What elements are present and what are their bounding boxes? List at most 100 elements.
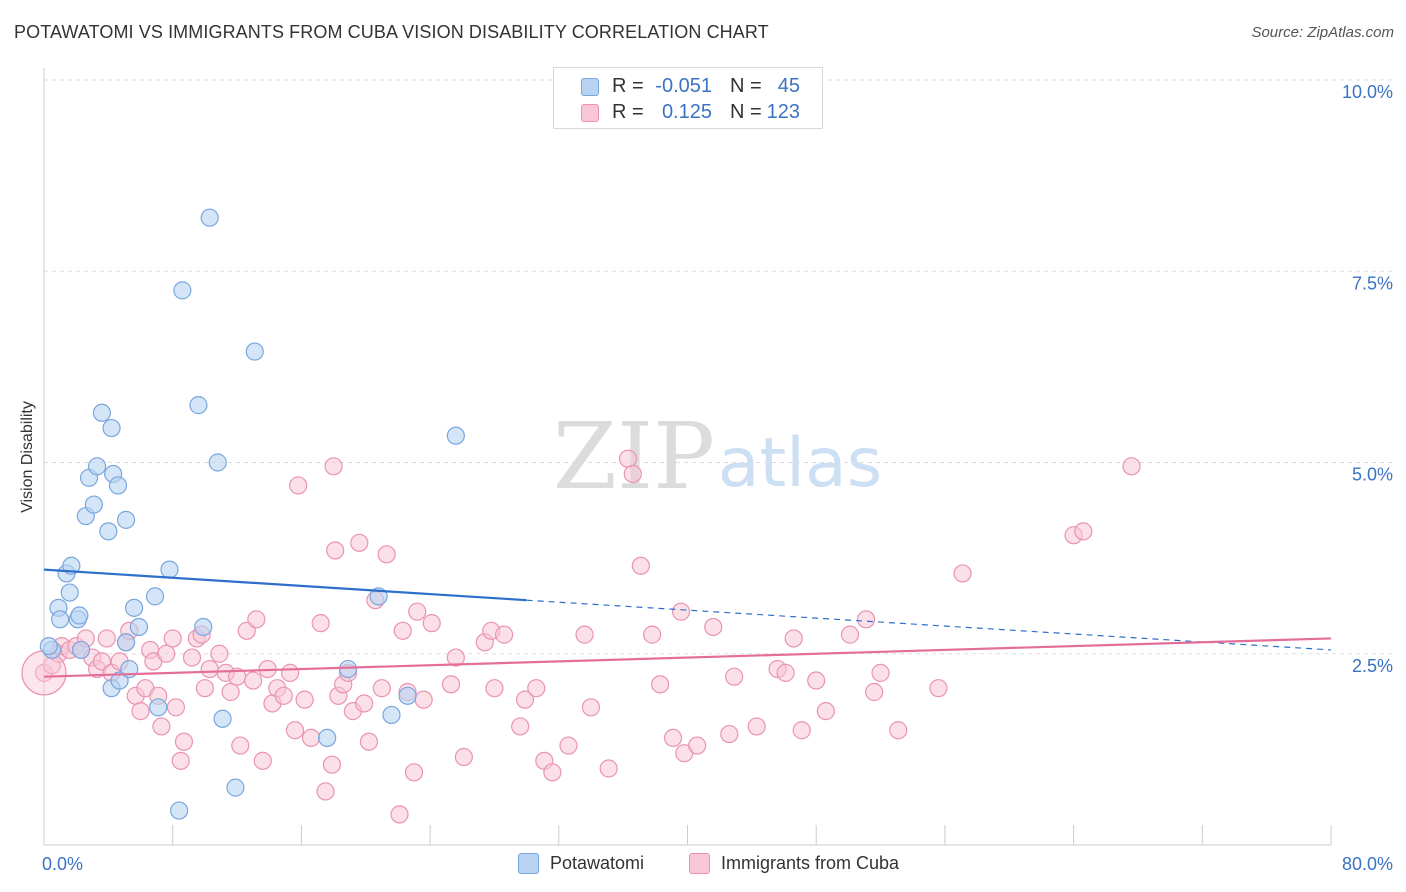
data-point-cuba: [651, 675, 670, 694]
data-point-potawatomi: [213, 709, 232, 728]
data-point-cuba: [174, 732, 194, 751]
data-point-cuba: [324, 457, 343, 476]
data-point-cuba: [163, 629, 182, 648]
data-point-potawatomi: [173, 281, 192, 300]
data-point-potawatomi: [129, 617, 149, 637]
data-point-potawatomi: [84, 495, 103, 514]
data-point-cuba: [182, 648, 202, 667]
series-cuba-points: [21, 449, 1141, 824]
data-point-cuba: [244, 671, 263, 690]
legend-r-value: 0.125: [661, 101, 712, 123]
data-point-potawatomi: [382, 705, 401, 725]
legend-row-potawatomi: R = -0.051 N = 45: [554, 75, 822, 101]
data-point-potawatomi: [116, 510, 136, 529]
y-tick-label: 5.0%: [1352, 465, 1393, 485]
data-point-potawatomi: [92, 403, 112, 422]
data-point-cuba: [792, 721, 811, 740]
data-point-cuba: [247, 610, 266, 629]
data-point-cuba: [390, 805, 409, 824]
data-point-cuba: [350, 533, 369, 552]
data-point-potawatomi: [446, 426, 465, 445]
data-point-cuba: [776, 663, 795, 682]
data-point-cuba: [704, 617, 723, 637]
grid-layer: [44, 79, 1392, 655]
data-point-cuba: [195, 679, 214, 698]
data-point-potawatomi: [160, 560, 179, 579]
data-point-cuba: [663, 728, 683, 748]
data-point-cuba: [200, 659, 219, 679]
watermark: ZIP atlas: [553, 403, 882, 510]
legend-r-value: -0.051: [655, 75, 712, 97]
data-point-cuba: [316, 782, 335, 801]
data-point-cuba: [289, 476, 308, 495]
data-point-potawatomi: [124, 598, 144, 617]
data-point-potawatomi: [170, 801, 189, 820]
x-tick-label: 0.0%: [42, 854, 83, 874]
data-point-cuba: [311, 614, 330, 633]
data-point-cuba: [322, 755, 342, 774]
legend-n-label: N =: [730, 101, 762, 123]
data-point-potawatomi: [318, 728, 337, 748]
data-point-cuba: [377, 545, 396, 564]
legend-r-label: R =: [612, 101, 644, 123]
y-tick-label: 10.0%: [1342, 82, 1393, 102]
data-point-cuba: [599, 759, 618, 778]
legend-row-cuba: R = 0.125 N = 123: [554, 101, 822, 127]
data-point-cuba: [166, 698, 186, 717]
data-point-cuba: [953, 564, 972, 583]
data-point-cuba: [495, 625, 514, 644]
data-point-cuba: [414, 690, 433, 709]
data-point-cuba: [221, 682, 240, 702]
data-point-cuba: [97, 629, 116, 648]
trend-line-cuba: [43, 637, 1332, 678]
data-point-cuba: [511, 717, 530, 736]
data-point-potawatomi: [116, 633, 136, 652]
data-point-cuba: [404, 763, 424, 782]
legend-n-value: 45: [777, 75, 800, 97]
legend-r-label: R =: [612, 75, 644, 97]
data-point-cuba: [581, 698, 601, 717]
data-point-cuba: [747, 717, 766, 736]
data-point-potawatomi: [39, 636, 58, 656]
x-tick-label: 80.0%: [1342, 854, 1393, 874]
data-point-cuba: [631, 556, 650, 575]
data-point-cuba: [643, 625, 662, 644]
data-point-potawatomi: [71, 640, 91, 660]
data-point-cuba: [274, 686, 293, 705]
data-point-cuba: [408, 602, 427, 621]
data-point-cuba: [285, 721, 305, 740]
data-point-cuba: [171, 751, 190, 770]
data-point-potawatomi: [145, 587, 165, 606]
data-point-cuba: [131, 702, 150, 721]
data-point-potawatomi: [102, 418, 121, 438]
data-point-cuba: [281, 663, 300, 682]
data-point-cuba: [152, 717, 171, 736]
data-point-cuba: [816, 702, 835, 721]
data-point-cuba: [929, 679, 948, 698]
legend-n-label: N =: [730, 75, 762, 97]
data-point-cuba: [454, 747, 473, 767]
watermark-atlas: atlas: [718, 424, 882, 503]
series-legend: Potawatomi Immigrants from Cuba: [0, 852, 1406, 878]
data-point-cuba: [393, 621, 412, 640]
data-point-cuba: [253, 751, 272, 770]
data-point-cuba: [1122, 457, 1141, 476]
data-point-cuba: [231, 736, 250, 755]
data-point-cuba: [725, 667, 744, 686]
data-point-cuba: [871, 663, 890, 682]
data-point-potawatomi: [200, 208, 219, 227]
data-point-potawatomi: [194, 617, 213, 637]
chart-title: POTAWATOMI VS IMMIGRANTS FROM CUBA VISIO…: [14, 22, 769, 42]
legend-swatch-potawatomi: [518, 853, 539, 874]
data-point-potawatomi: [189, 396, 208, 415]
source-credit: Source: ZipAtlas.com: [1251, 24, 1394, 41]
trend-line-potawatomi: [43, 568, 527, 602]
data-point-cuba: [618, 449, 638, 468]
data-point-potawatomi: [149, 698, 168, 717]
data-point-cuba: [485, 679, 504, 698]
data-point-potawatomi: [50, 610, 70, 629]
data-point-cuba: [543, 763, 562, 782]
data-point-cuba: [720, 724, 739, 744]
data-point-potawatomi: [87, 457, 107, 476]
data-point-cuba: [527, 679, 546, 698]
